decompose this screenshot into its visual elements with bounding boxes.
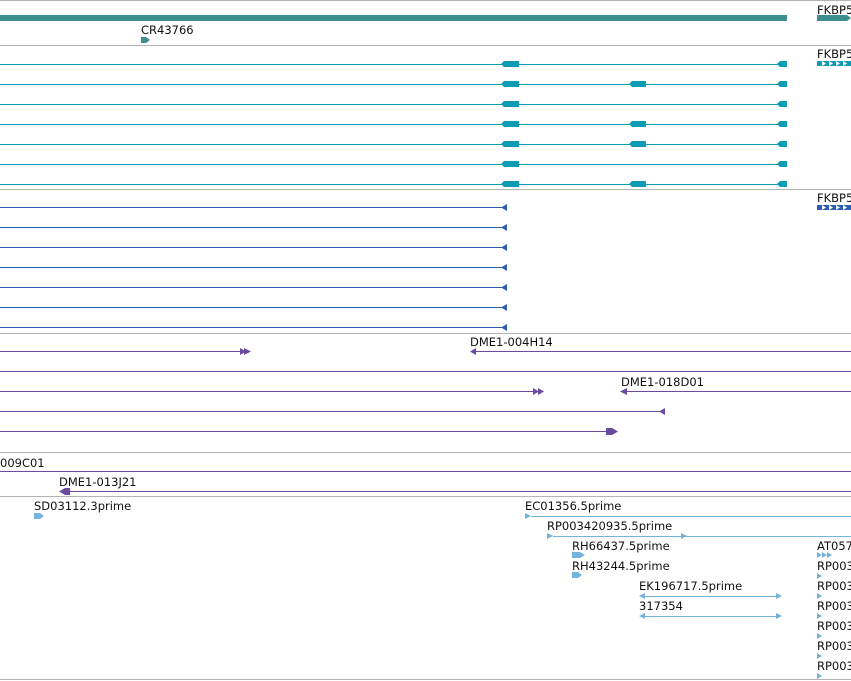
est-label-rp003-2[interactable]: RP003 <box>817 579 851 593</box>
transcript-row[interactable] <box>0 141 787 147</box>
protein-row[interactable] <box>0 244 507 251</box>
protein-row[interactable] <box>0 304 507 311</box>
est-label-rh66437[interactable]: RH66437.5prime <box>572 539 670 553</box>
protein-fkbp5-compact[interactable] <box>817 205 851 210</box>
transcript-row[interactable] <box>0 61 787 67</box>
est-feature-rp003-2[interactable] <box>817 593 822 599</box>
protein-row[interactable] <box>0 324 507 331</box>
protein-row[interactable] <box>0 284 507 291</box>
gene-label-cr43766[interactable]: CR43766 <box>141 23 194 37</box>
est-label-rp003420935[interactable]: RP003420935.5prime <box>547 519 673 533</box>
track-separator <box>0 45 851 46</box>
protein-row[interactable] <box>0 224 507 231</box>
est-feature-rh66437[interactable] <box>572 552 585 558</box>
est-label-rp003-5[interactable]: RP003 <box>817 639 851 653</box>
bac-row[interactable] <box>0 348 251 355</box>
est-feature-rh43244[interactable] <box>572 572 582 578</box>
transcript-row[interactable] <box>0 121 787 127</box>
est-label-rp003-4[interactable]: RP003 <box>817 619 851 633</box>
est-label-sd03112[interactable]: SD03112.3prime <box>34 499 132 513</box>
est-feature-rp003-1[interactable] <box>817 573 822 579</box>
track-separator <box>0 333 851 334</box>
gene-label-fkbp5[interactable]: FKBP5 <box>817 3 851 17</box>
track-separator <box>0 679 851 680</box>
est-label-rp003-6[interactable]: RP003 <box>817 659 851 673</box>
est-label-ec01356[interactable]: EC01356.5prime <box>525 499 622 513</box>
est-feature-rp003-5[interactable] <box>817 653 822 659</box>
est-feature-sd03112[interactable] <box>34 513 44 519</box>
est-feature-317354[interactable] <box>639 613 782 619</box>
transcript-row[interactable] <box>0 101 787 107</box>
bac-label-dme1-004h14[interactable]: DME1-004H14 <box>470 335 553 349</box>
track-separator <box>0 452 851 453</box>
bac-feature-dme1-004h14[interactable] <box>470 348 851 355</box>
est-feature-rp003420935[interactable] <box>547 533 851 539</box>
protein-row[interactable] <box>0 264 507 271</box>
est-label-at057[interactable]: AT057 <box>817 539 851 553</box>
protein-label-fkbp5[interactable]: FKBP5 <box>817 191 851 205</box>
bac-label-009c01[interactable]: 009C01 <box>0 456 45 470</box>
transcript-label-fkbp5[interactable]: FKBP5 <box>817 47 851 61</box>
gene-feature-fkbp5[interactable] <box>0 15 787 21</box>
est-label-ek196717[interactable]: EK196717.5prime <box>639 579 743 593</box>
est-feature-ec01356[interactable] <box>525 513 851 519</box>
transcript-row[interactable] <box>0 181 787 187</box>
est-label-rp003-3[interactable]: RP003 <box>817 599 851 613</box>
bac-row[interactable] <box>0 428 618 435</box>
track-separator <box>0 189 851 190</box>
track-separator <box>0 0 851 1</box>
gene-feature-fkbp5-right[interactable] <box>817 15 847 21</box>
est-feature-rp003-4[interactable] <box>817 633 822 639</box>
bac-row[interactable] <box>0 388 544 395</box>
est-label-317354[interactable]: 317354 <box>639 599 683 613</box>
protein-row[interactable] <box>0 204 507 211</box>
track-separator <box>0 496 851 497</box>
est-label-rp003-1[interactable]: RP003 <box>817 559 851 573</box>
transcript-row[interactable] <box>0 81 787 87</box>
bac-feature-dme1-013j21[interactable] <box>59 488 851 495</box>
bac-label-dme1-018d01[interactable]: DME1-018D01 <box>621 375 704 389</box>
est-feature-rp003-3[interactable] <box>817 613 822 619</box>
est-feature-at057[interactable] <box>817 552 832 558</box>
transcript-fkbp5-compact[interactable] <box>817 61 851 66</box>
bac-label-dme1-013j21[interactable]: DME1-013J21 <box>59 475 137 489</box>
bac-feature-dme1-018d01[interactable] <box>620 388 851 395</box>
gene-feature-cr43766[interactable] <box>141 37 150 43</box>
est-label-rh43244[interactable]: RH43244.5prime <box>572 559 670 573</box>
bac-row[interactable] <box>0 408 665 415</box>
transcript-row[interactable] <box>0 161 787 167</box>
est-feature-ek196717[interactable] <box>639 593 782 599</box>
